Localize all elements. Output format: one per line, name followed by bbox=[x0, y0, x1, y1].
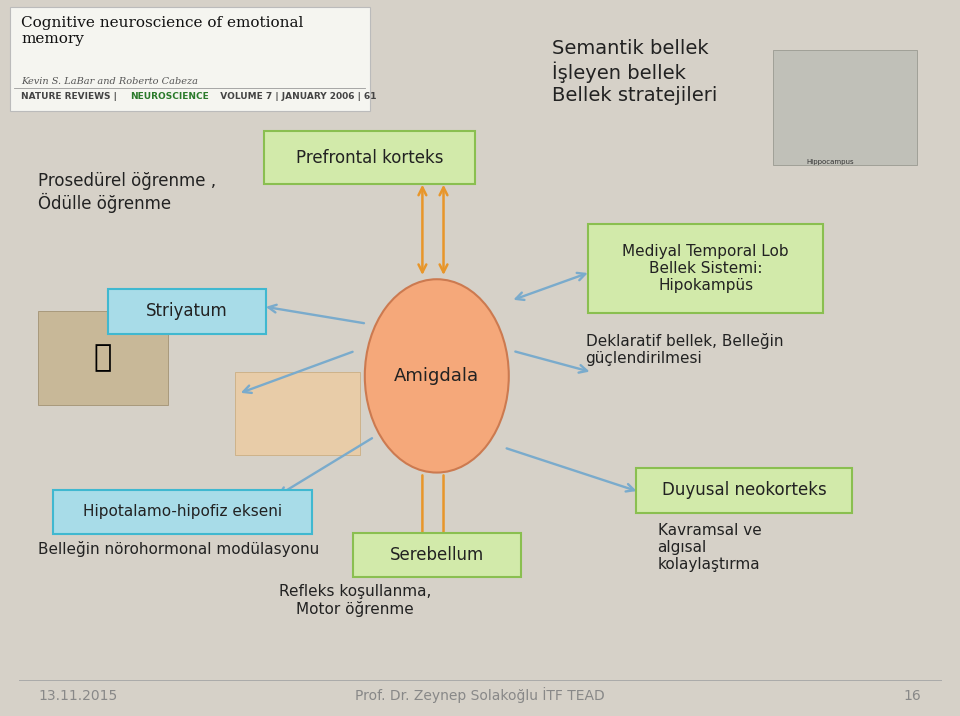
Text: Belleğin nörohormonal modülasyonu: Belleğin nörohormonal modülasyonu bbox=[38, 541, 320, 556]
FancyBboxPatch shape bbox=[588, 224, 823, 314]
Text: Mediyal Temporal Lob
Bellek Sistemi:
Hipokampüs: Mediyal Temporal Lob Bellek Sistemi: Hip… bbox=[622, 243, 789, 294]
FancyBboxPatch shape bbox=[636, 468, 852, 513]
Text: 🧠: 🧠 bbox=[93, 344, 112, 372]
FancyBboxPatch shape bbox=[108, 289, 267, 334]
FancyBboxPatch shape bbox=[235, 372, 360, 455]
Text: Prefrontal korteks: Prefrontal korteks bbox=[296, 148, 444, 167]
Text: NEUROSCIENCE: NEUROSCIENCE bbox=[131, 92, 209, 102]
Text: Deklaratif bellek, Belleğin
güçlendirilmesi: Deklaratif bellek, Belleğin güçlendirilm… bbox=[586, 333, 783, 367]
Text: Duyusal neokorteks: Duyusal neokorteks bbox=[661, 481, 827, 500]
Ellipse shape bbox=[365, 279, 509, 473]
Text: NATURE REVIEWS |: NATURE REVIEWS | bbox=[21, 92, 120, 102]
Text: 16: 16 bbox=[904, 689, 922, 703]
FancyBboxPatch shape bbox=[38, 311, 168, 405]
Text: VOLUME 7 | JANUARY 2006 | 61: VOLUME 7 | JANUARY 2006 | 61 bbox=[214, 92, 376, 102]
FancyBboxPatch shape bbox=[264, 131, 475, 184]
Text: Cognitive neuroscience of emotional
memory: Cognitive neuroscience of emotional memo… bbox=[21, 16, 303, 46]
Text: Striyatum: Striyatum bbox=[146, 302, 228, 321]
Text: Refleks koşullanma,
Motor öğrenme: Refleks koşullanma, Motor öğrenme bbox=[279, 584, 431, 617]
Text: Kevin S. LaBar and Roberto Cabeza: Kevin S. LaBar and Roberto Cabeza bbox=[21, 77, 198, 86]
Text: Hipotalamo-hipofiz ekseni: Hipotalamo-hipofiz ekseni bbox=[83, 505, 282, 519]
Text: Prosedürel öğrenme ,
Ödülle öğrenme: Prosedürel öğrenme , Ödülle öğrenme bbox=[38, 172, 217, 213]
Text: Semantik bellek
İşleyen bellek
Bellek stratejileri: Semantik bellek İşleyen bellek Bellek st… bbox=[552, 39, 717, 105]
FancyBboxPatch shape bbox=[353, 533, 520, 577]
FancyBboxPatch shape bbox=[53, 490, 312, 534]
FancyBboxPatch shape bbox=[10, 7, 370, 111]
Text: Hippocampus: Hippocampus bbox=[806, 159, 854, 165]
Text: Serebellum: Serebellum bbox=[390, 546, 484, 564]
Text: Kavramsal ve
algısal
kolaylaştırma: Kavramsal ve algısal kolaylaştırma bbox=[658, 523, 761, 573]
Text: Prof. Dr. Zeynep Solakoğlu İTF TEAD: Prof. Dr. Zeynep Solakoğlu İTF TEAD bbox=[355, 687, 605, 703]
FancyBboxPatch shape bbox=[773, 50, 917, 165]
Text: Amigdala: Amigdala bbox=[395, 367, 479, 385]
Text: 13.11.2015: 13.11.2015 bbox=[38, 689, 118, 703]
